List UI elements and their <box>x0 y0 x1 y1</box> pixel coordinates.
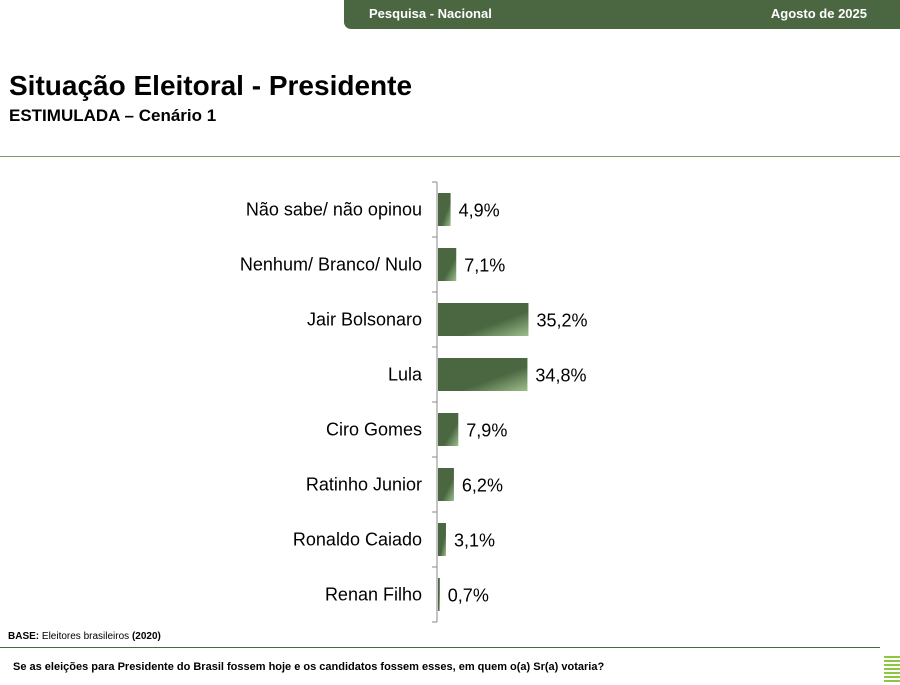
bar <box>438 578 440 611</box>
base-note-text: Eleitores brasileiros <box>39 631 132 642</box>
data-label: 6,2% <box>462 476 503 496</box>
data-label: 34,8% <box>535 366 586 386</box>
bar-chart: Não sabe/ não opinou 4,9% Nenhum/ Branco/ … <box>240 181 588 623</box>
bar <box>438 248 457 281</box>
data-label: 7,1% <box>464 256 505 276</box>
survey-label: Pesquisa - Nacional <box>369 6 492 21</box>
page-title: Situação Eleitoral - Presidente <box>9 70 413 101</box>
bar <box>438 358 528 391</box>
survey-question: Se as eleições para Presidente do Brasil… <box>13 661 605 673</box>
category-label: Ratinho Junior <box>306 475 422 495</box>
data-label: 3,1% <box>454 531 495 551</box>
date-label: Agosto de 2025 <box>770 6 867 21</box>
category-label: Renan Filho <box>325 585 422 605</box>
header-divider <box>0 156 900 157</box>
data-label: 7,9% <box>466 421 507 441</box>
category-label: Lula <box>388 365 423 385</box>
bar <box>438 468 454 501</box>
base-note-prefix: BASE: <box>8 631 40 642</box>
bar <box>438 303 529 336</box>
header-bar: Pesquisa - Nacional Agosto de 2025 <box>344 0 900 29</box>
category-label: Não sabe/ não opinou <box>246 200 422 220</box>
category-label: Ronaldo Caiado <box>293 530 422 550</box>
base-note-year: (2020) <box>131 631 161 642</box>
category-label: Jair Bolsonaro <box>307 310 422 330</box>
category-label: Ciro Gomes <box>326 420 422 440</box>
striped-logo-icon <box>884 656 900 685</box>
base-note: BASE: Eleitores brasileiros (2020) <box>8 631 161 642</box>
category-label: Nenhum/ Branco/ Nulo <box>240 255 422 275</box>
data-label: 4,9% <box>459 201 500 221</box>
bar <box>438 523 446 556</box>
bar <box>438 193 451 226</box>
bar <box>438 413 459 446</box>
page-subtitle: ESTIMULADA – Cenário 1 <box>9 106 217 125</box>
data-label: 35,2% <box>536 311 587 331</box>
data-label: 0,7% <box>448 586 489 606</box>
footer-divider <box>0 647 880 648</box>
